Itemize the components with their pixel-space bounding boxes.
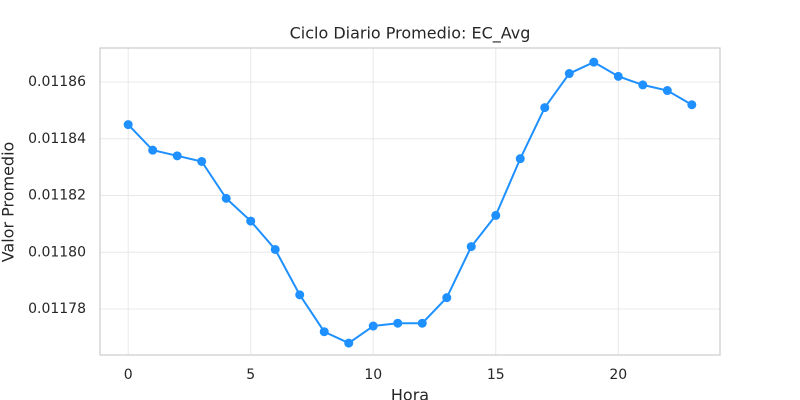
point bbox=[295, 290, 305, 300]
y-tick-label: 0.01184 bbox=[28, 131, 86, 147]
point bbox=[687, 100, 697, 110]
point bbox=[221, 193, 231, 203]
line bbox=[127, 61, 693, 345]
x-tick-label: 10 bbox=[364, 367, 382, 383]
point bbox=[466, 242, 476, 252]
point bbox=[319, 327, 329, 337]
point bbox=[613, 71, 623, 81]
chart-title: Ciclo Diario Promedio: EC_Avg bbox=[290, 24, 531, 44]
x-tick-label: 15 bbox=[487, 367, 505, 383]
point bbox=[417, 318, 427, 328]
point bbox=[564, 69, 574, 79]
x-tick-label: 5 bbox=[246, 367, 255, 383]
x-tick-label: 0 bbox=[124, 367, 133, 383]
point bbox=[491, 210, 501, 220]
point bbox=[197, 156, 207, 166]
y-tick-label: 0.01182 bbox=[28, 188, 86, 204]
y-tick-label: 0.01180 bbox=[28, 244, 86, 260]
point bbox=[270, 244, 280, 254]
y-tick-label: 0.01186 bbox=[28, 74, 86, 90]
point bbox=[638, 80, 648, 90]
point bbox=[393, 318, 403, 328]
point bbox=[123, 120, 133, 130]
point bbox=[515, 154, 525, 164]
y-tick-label: 0.01178 bbox=[28, 301, 86, 317]
point bbox=[368, 321, 378, 331]
point bbox=[344, 338, 354, 348]
x-tick-label: 20 bbox=[609, 367, 627, 383]
point bbox=[148, 145, 158, 155]
point bbox=[172, 151, 182, 161]
point bbox=[589, 57, 599, 67]
plot-frame bbox=[99, 47, 721, 356]
y-axis-label: Valor Promedio bbox=[0, 142, 18, 263]
point bbox=[442, 293, 452, 303]
x-axis-label: Hora bbox=[391, 386, 429, 400]
point bbox=[246, 216, 256, 226]
point bbox=[540, 103, 550, 113]
point bbox=[662, 86, 672, 96]
